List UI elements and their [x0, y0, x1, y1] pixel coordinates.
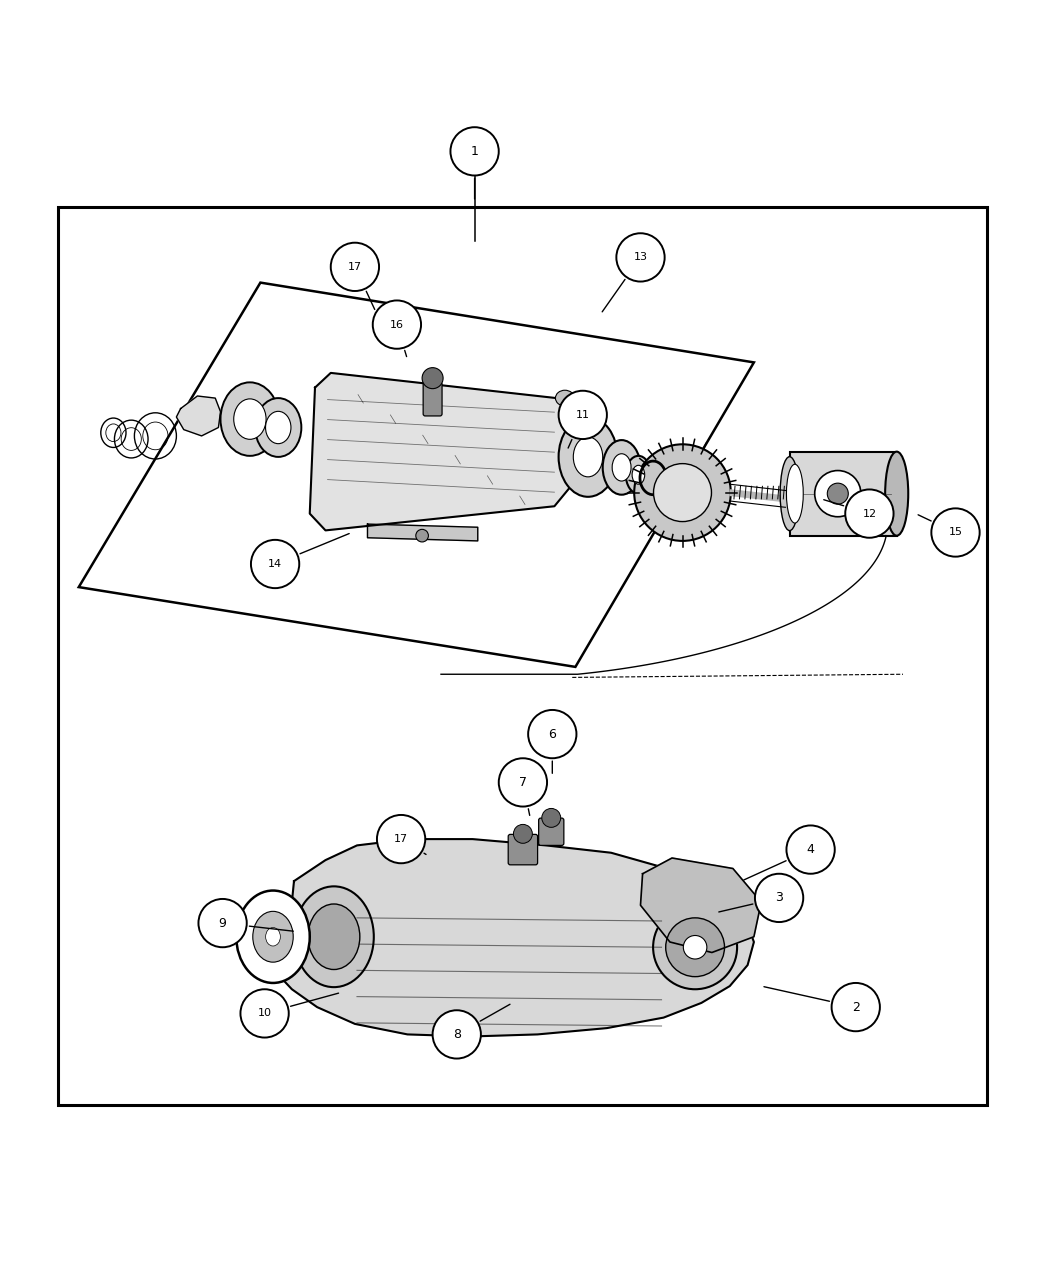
Text: 7: 7	[519, 776, 527, 789]
Bar	[790, 451, 897, 536]
Text: 13: 13	[633, 252, 648, 263]
Polygon shape	[271, 839, 754, 1037]
Text: 17: 17	[394, 834, 408, 844]
Ellipse shape	[780, 456, 799, 530]
FancyBboxPatch shape	[423, 382, 442, 416]
Ellipse shape	[308, 904, 360, 969]
Bar	[58, 207, 987, 1104]
Circle shape	[377, 815, 425, 863]
Ellipse shape	[266, 927, 280, 946]
Circle shape	[755, 873, 803, 922]
Circle shape	[832, 983, 880, 1031]
Ellipse shape	[885, 451, 908, 536]
Circle shape	[542, 808, 561, 827]
Circle shape	[827, 483, 848, 504]
Circle shape	[331, 242, 379, 291]
Ellipse shape	[612, 454, 631, 481]
Circle shape	[251, 539, 299, 588]
Circle shape	[499, 759, 547, 807]
FancyBboxPatch shape	[508, 834, 538, 864]
Ellipse shape	[234, 399, 266, 440]
Text: 16: 16	[390, 320, 404, 330]
Circle shape	[845, 490, 894, 538]
Ellipse shape	[559, 417, 617, 497]
Circle shape	[513, 825, 532, 843]
Polygon shape	[640, 858, 761, 952]
Ellipse shape	[626, 456, 651, 493]
Text: 1: 1	[470, 145, 479, 158]
Ellipse shape	[786, 464, 803, 523]
Text: 15: 15	[948, 528, 963, 538]
Text: 3: 3	[775, 891, 783, 904]
Polygon shape	[368, 524, 478, 541]
Circle shape	[666, 918, 724, 977]
Polygon shape	[176, 397, 220, 436]
Circle shape	[684, 936, 707, 959]
Ellipse shape	[555, 390, 574, 405]
Text: 6: 6	[548, 728, 556, 741]
Text: 9: 9	[218, 917, 227, 929]
Circle shape	[433, 1010, 481, 1058]
Ellipse shape	[294, 886, 374, 987]
Ellipse shape	[255, 398, 301, 456]
Polygon shape	[310, 372, 572, 530]
Ellipse shape	[603, 440, 640, 495]
Circle shape	[240, 989, 289, 1038]
Ellipse shape	[253, 912, 293, 963]
Ellipse shape	[632, 465, 645, 484]
Circle shape	[528, 710, 576, 759]
Text: 8: 8	[453, 1028, 461, 1040]
Circle shape	[653, 464, 712, 521]
FancyBboxPatch shape	[539, 819, 564, 845]
Ellipse shape	[573, 437, 603, 477]
Circle shape	[198, 899, 247, 947]
Circle shape	[559, 390, 607, 439]
Polygon shape	[79, 283, 754, 667]
Text: 10: 10	[257, 1009, 272, 1019]
Circle shape	[634, 444, 731, 541]
Circle shape	[450, 128, 499, 176]
Text: 11: 11	[575, 409, 590, 419]
Circle shape	[416, 529, 428, 542]
Circle shape	[422, 367, 443, 389]
Text: 2: 2	[852, 1001, 860, 1014]
Circle shape	[653, 905, 737, 989]
Text: 4: 4	[806, 843, 815, 856]
Ellipse shape	[266, 412, 291, 444]
Circle shape	[786, 825, 835, 873]
Circle shape	[815, 470, 861, 516]
Circle shape	[373, 301, 421, 349]
Circle shape	[616, 233, 665, 282]
Ellipse shape	[220, 382, 279, 456]
Text: 14: 14	[268, 558, 282, 569]
Text: 12: 12	[862, 509, 877, 519]
Text: 17: 17	[348, 261, 362, 272]
Circle shape	[931, 509, 980, 557]
Ellipse shape	[236, 890, 310, 983]
